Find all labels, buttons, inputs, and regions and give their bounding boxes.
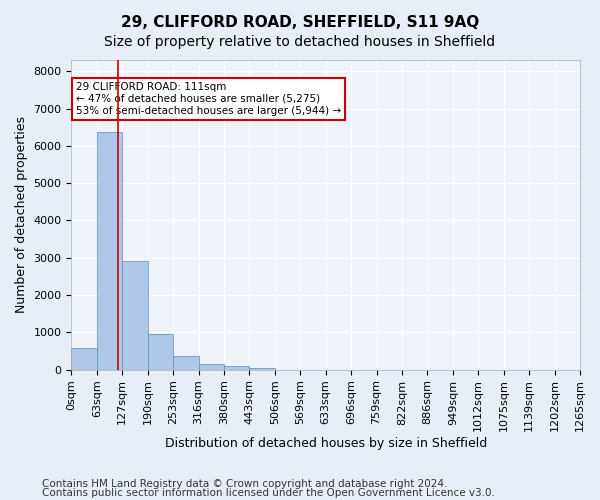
Text: Contains public sector information licensed under the Open Government Licence v3: Contains public sector information licen…	[42, 488, 495, 498]
Bar	[97, 132, 122, 370]
Bar	[199, 364, 224, 370]
X-axis label: Distribution of detached houses by size in Sheffield: Distribution of detached houses by size …	[164, 437, 487, 450]
Text: Size of property relative to detached houses in Sheffield: Size of property relative to detached ho…	[104, 35, 496, 49]
Y-axis label: Number of detached properties: Number of detached properties	[15, 116, 28, 314]
Bar	[250, 368, 275, 370]
Text: 29, CLIFFORD ROAD, SHEFFIELD, S11 9AQ: 29, CLIFFORD ROAD, SHEFFIELD, S11 9AQ	[121, 15, 479, 30]
Text: 29 CLIFFORD ROAD: 111sqm
← 47% of detached houses are smaller (5,275)
53% of sem: 29 CLIFFORD ROAD: 111sqm ← 47% of detach…	[76, 82, 341, 116]
Bar	[71, 348, 97, 370]
Bar	[148, 334, 173, 370]
Bar	[173, 356, 199, 370]
Text: Contains HM Land Registry data © Crown copyright and database right 2024.: Contains HM Land Registry data © Crown c…	[42, 479, 448, 489]
Bar	[224, 366, 250, 370]
Bar	[122, 261, 148, 370]
